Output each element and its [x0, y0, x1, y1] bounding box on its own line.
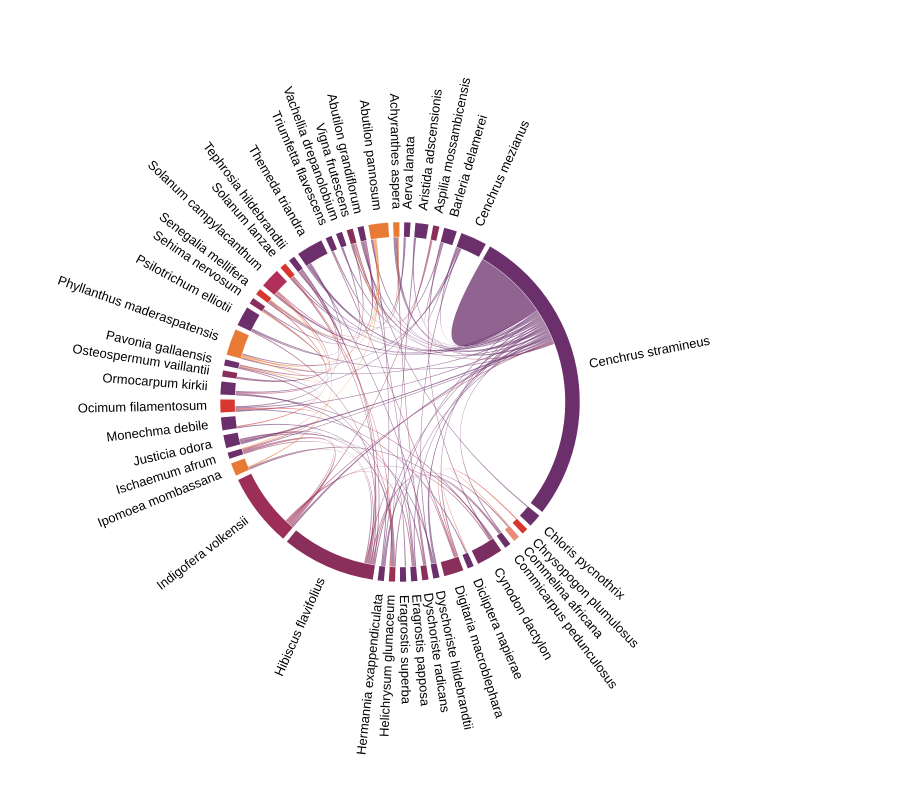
- arc-cenchrus-stramineus: [482, 245, 581, 513]
- ribbon-cenchrus-stramineus-to-dyschoriste-hildebrandtii: [428, 322, 546, 564]
- ribbon-cenchrus-stramineus-to-cenchrus-stramineus: [451, 259, 537, 346]
- ribbon-tephrosia-hildebrandtii-to-ocimum-filamentosum: [235, 268, 339, 408]
- arc-dyschoriste-radicans: [419, 564, 430, 581]
- ribbon-aristida-adscensionis-to-helichrysum-glumaceum: [389, 237, 417, 567]
- arc-abutilon-pannosum: [367, 222, 390, 240]
- arc-achyranthes-aspera: [392, 221, 400, 238]
- arc-phyllanthus-maderaspatensis: [225, 328, 250, 360]
- arc-triumfetta-flavescens: [325, 235, 338, 253]
- arc-dicliptera-napierae: [461, 552, 475, 570]
- arc-ocimum-filamentosum: [219, 398, 236, 414]
- ribbon-indigofera-volkensii-to-cenchrus-stramineus: [287, 339, 554, 524]
- arc-chrysopogon-plumulosus: [512, 518, 528, 535]
- arc-aspilia-mossambicensis: [430, 224, 441, 242]
- ribbon-dicliptera-napierae-to-ocimum-filamentosum: [235, 409, 467, 554]
- label-aerva-lanata: Aerva lanata: [399, 135, 417, 209]
- ribbon-cenchrus-stramineus-to-justicia-odora: [240, 337, 553, 445]
- arc-psilotrichum-elliotii: [236, 306, 261, 332]
- label-helichrysum-glumaceum: Helichrysum glumaceum: [376, 594, 397, 737]
- ribbon-commelina-africana-to-dicliptera-napierae: [441, 469, 510, 553]
- ribbon-hibiscus-flavifolius-to-tephrosia-hildebrandtii: [298, 270, 380, 565]
- label-cenchrus-stramineus: Cenchrus stramineus: [588, 333, 712, 372]
- arc-osteospermum-vaillantii: [221, 369, 238, 380]
- arc-abutilon-grandiflorum: [356, 225, 368, 243]
- arc-ormocarpum-kirkii: [219, 380, 237, 396]
- arc-aerva-lanata: [403, 221, 412, 238]
- arc-senegalia-mellifera: [255, 288, 273, 304]
- ribbon-hibiscus-flavifolius-to-commicarpus-pedunculosus: [371, 474, 500, 565]
- ribbon-hibiscus-flavifolius-to-eragrostis-papposa: [365, 483, 415, 567]
- arc-commelina-africana: [504, 525, 520, 542]
- label-achyranthes-aspera: Achyranthes aspera: [387, 93, 404, 210]
- label-ocimum-filamentosum: Ocimum filamentosum: [78, 398, 208, 416]
- arc-cenchrus-mezianus: [455, 232, 487, 258]
- ribbon-barleria-delamerei-to-cenchrus-mezianus: [424, 242, 459, 324]
- ribbon-solanum-lanzae-to-helichrysum-glumaceum: [291, 276, 392, 567]
- arc-solanum-campylacanthum: [262, 270, 288, 296]
- arc-helichrysum-glumaceum: [388, 566, 396, 583]
- arc-commicarpus-pedunculosus: [496, 531, 512, 549]
- arc-hibiscus-flavifolius: [286, 529, 376, 581]
- arc-chloris-pycnothrix: [519, 505, 540, 527]
- arc-ischaemum-afrum: [226, 448, 244, 460]
- label-hibiscus-flavifolius: Hibiscus flavifolius: [271, 575, 328, 679]
- arc-monechma-debile: [220, 415, 238, 432]
- arc-cynodon-dactylon: [471, 537, 502, 565]
- arc-vigna-frutescens: [345, 227, 358, 245]
- arc-dyschoriste-hildebrandtii: [430, 562, 441, 580]
- arc-themeda-triandra: [297, 239, 329, 267]
- arc-pavonia-gallaensis: [223, 358, 241, 370]
- arcs-layer: [219, 221, 581, 583]
- label-indigofera-volkensii: Indigofera volkensii: [154, 513, 251, 593]
- ribbon-ormocarpum-kirkii-to-dyschoriste-radicans: [235, 393, 425, 566]
- arc-digitaria-macroblephara: [440, 556, 464, 577]
- arc-tephrosia-hildebrandtii: [288, 256, 304, 273]
- arc-justicia-odora: [222, 432, 241, 449]
- arc-hermannia-exappendiculata: [377, 565, 386, 582]
- arc-aristida-adscensionis: [413, 222, 430, 240]
- arc-barleria-delamerei: [440, 227, 458, 246]
- ribbon-triumfetta-flavescens-to-aerva-lanata: [332, 237, 405, 324]
- ribbon-cenchrus-stramineus-to-dyschoriste-hildebrandtii: [427, 325, 547, 564]
- arc-solanum-lanzae: [279, 262, 296, 280]
- arc-ipomoea-mombassana: [230, 457, 250, 477]
- ribbon-ocimum-filamentosum-to-ischaemum-afrum: [235, 407, 320, 451]
- arc-eragrostis-superba: [399, 566, 407, 583]
- arc-sehima-nervosum: [249, 297, 266, 313]
- ribbon-cynodon-dactylon-to-barleria-delamerei: [427, 242, 492, 541]
- ribbons-layer: [235, 237, 555, 567]
- ribbon-indigofera-volkensii-to-ischaemum-afrum: [242, 437, 336, 526]
- arc-vachellia-drepanolobium: [335, 231, 348, 249]
- label-eragrostis-superba: Eragrostis superba: [397, 595, 414, 705]
- ribbon-eragrostis-papposa-to-abutilon-grandiflorum: [362, 240, 416, 567]
- ribbon-phyllanthus-maderaspatensis-to-pavonia-gallaensis: [238, 356, 321, 383]
- arc-indigofera-volkensii: [237, 473, 294, 540]
- arc-eragrostis-papposa: [409, 565, 419, 582]
